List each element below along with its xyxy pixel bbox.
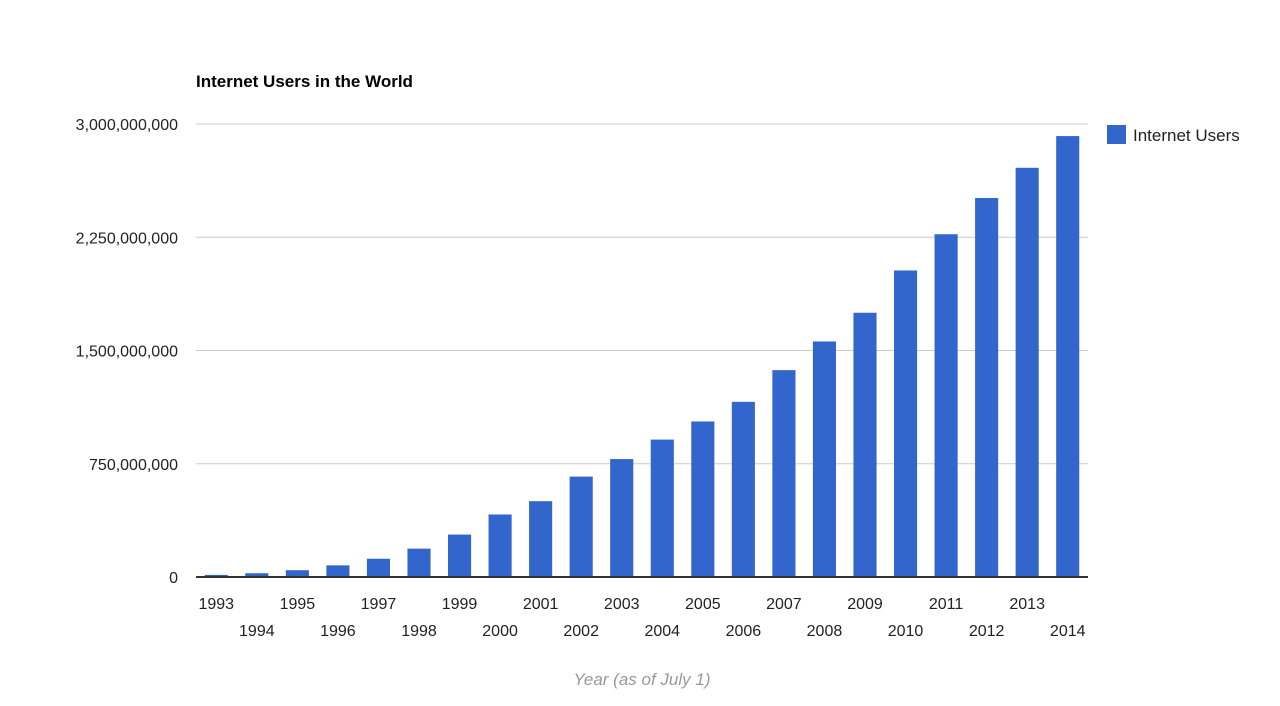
- legend-swatch: [1107, 125, 1126, 144]
- bar: [245, 573, 269, 577]
- bar: [731, 401, 755, 577]
- x-tick-label: 2007: [766, 596, 802, 613]
- bar: [529, 501, 553, 577]
- x-tick-label: 1998: [401, 623, 437, 640]
- y-axis-ticks: 0 750,000,000 1,500,000,000 2,250,000,000 3,…: [76, 117, 178, 587]
- x-tick-label: 2010: [888, 623, 924, 640]
- x-tick-label: 2001: [523, 596, 559, 613]
- legend: Internet Users: [1107, 125, 1240, 145]
- x-tick-label: 2000: [482, 623, 518, 640]
- x-tick-label: 2006: [726, 623, 762, 640]
- x-tick-label: 2014: [1050, 623, 1086, 640]
- x-tick-label: 1999: [442, 596, 478, 613]
- x-axis-label: Year (as of July 1): [573, 670, 710, 689]
- y-tick-label: 2,250,000,000: [76, 230, 178, 247]
- legend-label: Internet Users: [1133, 126, 1240, 145]
- x-tick-label: 2003: [604, 596, 640, 613]
- y-tick-label: 1,500,000,000: [76, 344, 178, 361]
- x-tick-label: 1995: [280, 596, 316, 613]
- x-tick-label: 2004: [644, 623, 680, 640]
- x-tick-label: 1994: [239, 623, 275, 640]
- bar: [691, 421, 715, 577]
- bar: [447, 534, 472, 577]
- bar: [610, 459, 634, 577]
- bar: [975, 197, 999, 578]
- bar: [1015, 167, 1039, 578]
- bar: [204, 574, 228, 577]
- bar: [285, 570, 309, 577]
- x-tick-label: 2011: [929, 596, 964, 613]
- x-tick-label: 2008: [807, 623, 843, 640]
- bar: [812, 341, 837, 577]
- x-tick-label: 1993: [198, 596, 234, 613]
- bar: [366, 558, 391, 577]
- x-tick-label: 2009: [847, 596, 883, 613]
- x-tick-label: 1996: [320, 623, 356, 640]
- x-tick-label: 2012: [969, 623, 1005, 640]
- bar: [853, 312, 877, 577]
- y-tick-label: 3,000,000,000: [76, 117, 178, 134]
- bar: [893, 270, 918, 577]
- y-tick-label: 750,000,000: [89, 457, 178, 474]
- bar: [1056, 136, 1080, 577]
- chart-title: Internet Users in the World: [196, 72, 413, 91]
- bar: [569, 476, 593, 577]
- x-tick-label: 2013: [1009, 596, 1045, 613]
- y-tick-label: 0: [169, 570, 178, 587]
- x-tick-label: 2002: [563, 623, 599, 640]
- bar: [488, 514, 512, 577]
- bar: [650, 439, 674, 577]
- x-axis-ticks: 1993199419951996199719981999200020012002…: [198, 596, 1085, 640]
- x-tick-label: 2005: [685, 596, 721, 613]
- bars: [204, 136, 1080, 578]
- bar: [934, 234, 958, 578]
- bar: [772, 370, 796, 577]
- bar: [407, 548, 431, 577]
- x-tick-label: 1997: [361, 596, 397, 613]
- bar: [326, 565, 350, 577]
